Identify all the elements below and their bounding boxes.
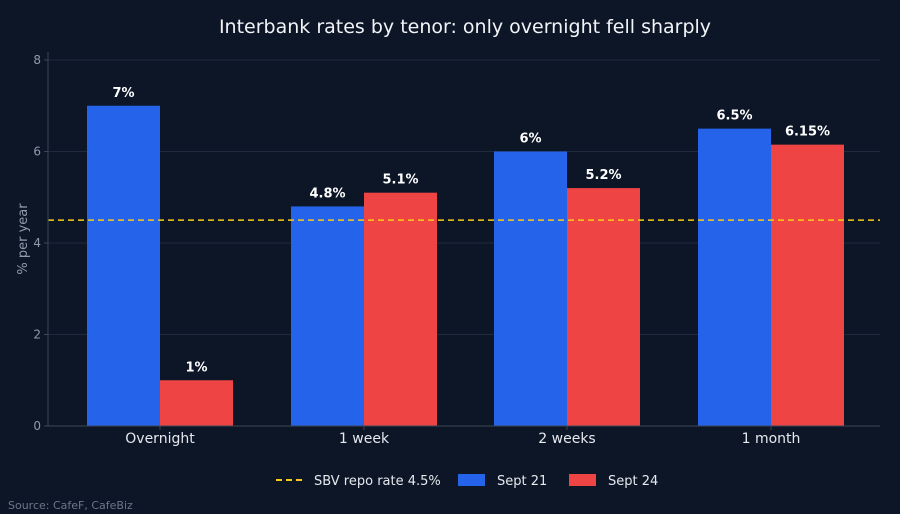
y-axis-ticks: 0 2 4 6 8 xyxy=(33,53,48,433)
y-tick-label: 4 xyxy=(33,236,41,250)
value-label-sept21-2: 6% xyxy=(519,132,541,147)
value-label-sept21-1: 4.8% xyxy=(309,186,345,201)
y-tick-label: 0 xyxy=(33,419,41,433)
value-label-sept24-0: 1% xyxy=(185,360,207,375)
value-label-sept24-2: 5.2% xyxy=(585,168,621,183)
y-axis-label: % per year xyxy=(16,203,31,275)
bar-sept24-2 xyxy=(567,188,640,426)
chart-title: Interbank rates by tenor: only overnight… xyxy=(219,16,711,38)
legend: SBV repo rate 4.5% Sept 21 Sept 24 xyxy=(276,474,658,489)
y-tick-label: 8 xyxy=(33,53,41,67)
legend-sept24-label: Sept 24 xyxy=(608,474,658,489)
x-tick-label-1: 1 week xyxy=(339,431,390,447)
bar-sept21-2 xyxy=(494,151,567,426)
bar-sept21-1 xyxy=(291,206,364,426)
bar-sept24-1 xyxy=(364,192,437,426)
legend-repo-label: SBV repo rate 4.5% xyxy=(314,474,441,489)
source-note: Source: CafeF, CafeBiz xyxy=(8,499,133,512)
bar-sept24-3 xyxy=(771,144,844,426)
legend-sept24-swatch xyxy=(569,474,596,486)
bar-sept24-0 xyxy=(160,380,233,426)
x-axis-ticks: Overnight 1 week 2 weeks 1 month xyxy=(125,426,800,447)
y-tick-label: 6 xyxy=(33,145,41,159)
y-tick-label: 2 xyxy=(33,328,41,342)
legend-sept21-label: Sept 21 xyxy=(497,474,547,489)
bar-sept21-0 xyxy=(87,105,160,426)
x-tick-label-3: 1 month xyxy=(742,431,801,447)
x-tick-label-2: 2 weeks xyxy=(538,431,595,447)
value-label-sept21-0: 7% xyxy=(112,86,134,101)
legend-sept21-swatch xyxy=(458,474,485,486)
value-label-sept24-3: 6.15% xyxy=(785,125,830,140)
value-label-sept21-3: 6.5% xyxy=(716,109,752,124)
value-labels: 7% 1% 4.8% 5.1% 6% 5.2% 6.5% 6.15% xyxy=(112,86,830,376)
bars xyxy=(87,105,844,426)
value-label-sept24-1: 5.1% xyxy=(382,173,418,188)
x-tick-label-0: Overnight xyxy=(125,431,195,447)
bar-sept21-3 xyxy=(698,128,771,426)
